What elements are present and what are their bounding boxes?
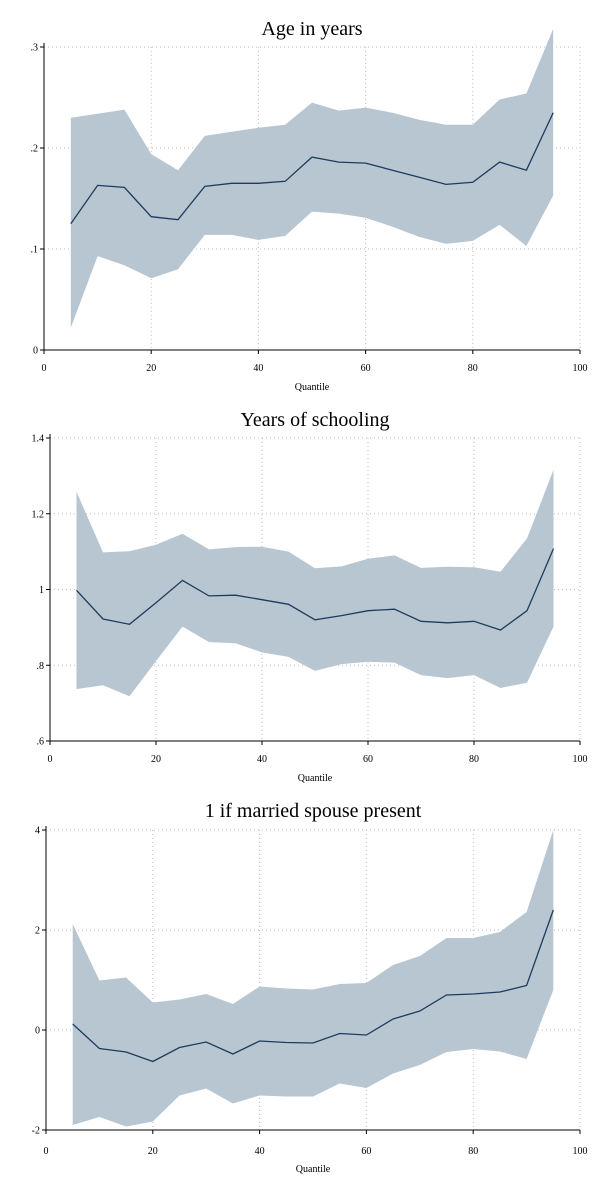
x-tick-label: 80	[468, 1146, 478, 1157]
y-tick-label: 1.2	[32, 509, 45, 520]
y-tick-label: 0	[35, 1026, 40, 1037]
x-tick-label: 20	[151, 754, 161, 765]
x-tick-label: 20	[148, 1146, 158, 1157]
x-tick-label: 20	[146, 363, 156, 374]
chart-years-of-schooling: Years of schooling .6 .8 1 1.2 1.4 0 20 40 60 80 10…	[32, 409, 588, 784]
x-tick-label: 60	[363, 754, 373, 765]
estimate-line	[70, 112, 554, 225]
confidence-band	[76, 469, 554, 697]
x-tick-label: 40	[257, 754, 267, 765]
x-axis-label: Quantile	[298, 773, 333, 784]
confidence-band	[70, 28, 554, 328]
x-tick-label: 100	[573, 1146, 588, 1157]
x-tick-label: 40	[255, 1146, 265, 1157]
x-tick-label: 0	[44, 1146, 49, 1157]
y-tick-label: .8	[37, 661, 45, 672]
x-tick-label: 100	[573, 363, 588, 374]
x-tick-label: 0	[48, 754, 53, 765]
chart-title: 1 if married spouse present	[205, 800, 422, 822]
x-tick-label: 100	[573, 754, 588, 765]
y-tick-label: 0	[33, 346, 38, 357]
x-tick-label: 40	[253, 363, 263, 374]
chart-title: Years of schooling	[240, 409, 389, 431]
y-tick-label: 2	[35, 926, 40, 937]
y-tick-label: 4	[35, 826, 40, 837]
x-axis-label: Quantile	[296, 1164, 331, 1175]
x-axis-label: Quantile	[295, 382, 330, 393]
x-tick-label: 80	[469, 754, 479, 765]
y-tick-label: .3	[31, 43, 39, 54]
y-tick-label: 1.4	[32, 434, 45, 445]
x-tick-label: 0	[42, 363, 47, 374]
estimate-line	[72, 909, 554, 1063]
y-tick-label: .2	[31, 144, 39, 155]
x-tick-label: 80	[468, 363, 478, 374]
confidence-band	[72, 830, 554, 1127]
y-tick-label: -2	[32, 1126, 40, 1137]
chart-age-in-years: Age in years 0 .1 .2 .3 0 20 40 60 80 100 Quantile	[31, 18, 588, 393]
chart-title: Age in years	[261, 18, 362, 40]
estimate-line	[76, 548, 555, 631]
x-tick-label: 60	[361, 363, 371, 374]
x-tick-label: 60	[361, 1146, 371, 1157]
y-tick-label: .6	[37, 737, 45, 748]
y-tick-label: 1	[39, 585, 44, 596]
y-tick-label: .1	[31, 245, 39, 256]
